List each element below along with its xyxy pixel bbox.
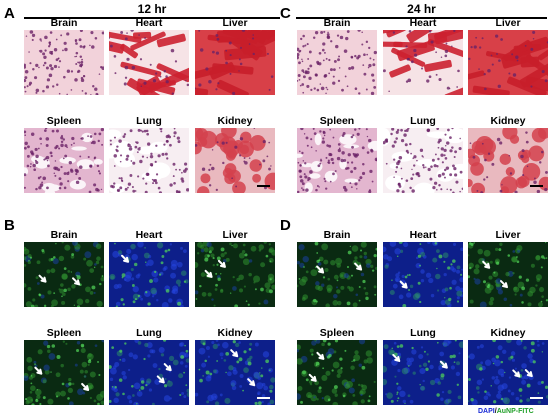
panel-letter-d: D bbox=[280, 217, 291, 234]
scale-bar bbox=[257, 185, 270, 187]
arrow-marker bbox=[163, 363, 172, 372]
scale-bar bbox=[530, 185, 543, 187]
organ-label-liver: Liver bbox=[222, 229, 248, 241]
arrow-marker bbox=[156, 375, 165, 384]
fluorescence-image-heart bbox=[109, 242, 189, 307]
arrow-marker bbox=[121, 254, 130, 263]
organ-label-brain: Brain bbox=[323, 229, 351, 241]
organ-label-heart: Heart bbox=[409, 229, 437, 241]
he-image-liver bbox=[468, 30, 548, 95]
he-image-lung bbox=[383, 128, 463, 193]
fluorescence-image-spleen bbox=[24, 340, 104, 405]
fluorescence-image-kidney bbox=[195, 340, 275, 405]
panel-letter-b: B bbox=[4, 217, 15, 234]
organ-label-lung: Lung bbox=[136, 115, 162, 127]
arrow-marker bbox=[81, 382, 90, 391]
fluorescence-image-liver bbox=[195, 242, 275, 307]
legend-dapi: DAPI bbox=[478, 408, 495, 415]
organ-label-heart: Heart bbox=[135, 229, 163, 241]
arrow-marker bbox=[524, 369, 533, 378]
organ-label-heart: Heart bbox=[409, 17, 437, 29]
arrow-marker bbox=[230, 349, 239, 358]
fluorescence-image-lung bbox=[109, 340, 189, 405]
legend-aunp-fitc: AuNP-FITC bbox=[496, 408, 534, 415]
arrow-marker bbox=[354, 262, 363, 271]
group-rule bbox=[296, 17, 547, 19]
arrow-marker bbox=[308, 373, 317, 382]
legend: DAPI/AuNP-FITC bbox=[478, 408, 534, 415]
organ-label-spleen: Spleen bbox=[319, 327, 355, 339]
arrow-marker bbox=[217, 259, 226, 268]
organ-label-lung: Lung bbox=[410, 327, 436, 339]
organ-label-brain: Brain bbox=[323, 17, 351, 29]
group-header-12hr: 12 hr bbox=[24, 3, 280, 19]
he-image-liver bbox=[195, 30, 275, 95]
he-image-spleen bbox=[297, 128, 377, 193]
arrow-marker bbox=[34, 366, 43, 375]
fluorescence-image-heart bbox=[383, 242, 463, 307]
organ-label-spleen: Spleen bbox=[319, 115, 355, 127]
fluorescence-image-lung bbox=[383, 340, 463, 405]
arrow-marker bbox=[499, 280, 508, 289]
he-image-heart bbox=[109, 30, 189, 95]
he-image-kidney bbox=[195, 128, 275, 193]
group-header-24hr: 24 hr bbox=[296, 3, 547, 19]
organ-label-kidney: Kidney bbox=[217, 115, 253, 127]
fluorescence-image-brain bbox=[297, 242, 377, 307]
organ-label-lung: Lung bbox=[136, 327, 162, 339]
fluorescence-image-brain bbox=[24, 242, 104, 307]
organ-label-spleen: Spleen bbox=[46, 327, 82, 339]
arrow-marker bbox=[38, 274, 47, 283]
he-image-brain bbox=[24, 30, 104, 95]
arrow-marker bbox=[72, 277, 81, 286]
arrow-marker bbox=[482, 260, 491, 269]
fluorescence-image-spleen bbox=[297, 340, 377, 405]
fluorescence-image-liver bbox=[468, 242, 548, 307]
fluorescence-image-kidney bbox=[468, 340, 548, 405]
organ-label-kidney: Kidney bbox=[217, 327, 253, 339]
he-image-spleen bbox=[24, 128, 104, 193]
he-image-brain bbox=[297, 30, 377, 95]
he-image-heart bbox=[383, 30, 463, 95]
organ-label-brain: Brain bbox=[50, 229, 78, 241]
scale-bar bbox=[530, 397, 543, 399]
arrow-marker bbox=[399, 280, 408, 289]
panel-letter-c: C bbox=[280, 5, 291, 22]
he-image-kidney bbox=[468, 128, 548, 193]
arrow-marker bbox=[204, 269, 213, 278]
organ-label-liver: Liver bbox=[495, 229, 521, 241]
legend-separator: / bbox=[494, 408, 497, 415]
organ-label-liver: Liver bbox=[222, 17, 248, 29]
organ-label-spleen: Spleen bbox=[46, 115, 82, 127]
arrow-marker bbox=[512, 369, 521, 378]
arrow-marker bbox=[439, 360, 448, 369]
he-image-lung bbox=[109, 128, 189, 193]
group-title: 12 hr bbox=[137, 2, 167, 16]
panel-letter-a: A bbox=[4, 5, 15, 22]
arrow-marker bbox=[316, 351, 325, 360]
group-title: 24 hr bbox=[407, 2, 436, 16]
organ-label-kidney: Kidney bbox=[490, 115, 526, 127]
organ-label-brain: Brain bbox=[50, 17, 78, 29]
arrow-marker bbox=[247, 378, 256, 387]
scale-bar bbox=[257, 397, 270, 399]
organ-label-lung: Lung bbox=[410, 115, 436, 127]
arrow-marker bbox=[392, 353, 401, 362]
organ-label-heart: Heart bbox=[135, 17, 163, 29]
group-rule bbox=[24, 17, 280, 19]
arrow-marker bbox=[316, 265, 325, 274]
organ-label-kidney: Kidney bbox=[490, 327, 526, 339]
organ-label-liver: Liver bbox=[495, 17, 521, 29]
